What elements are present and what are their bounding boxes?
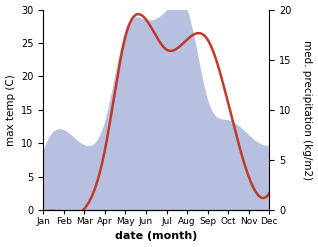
Y-axis label: max temp (C): max temp (C) (5, 74, 16, 146)
X-axis label: date (month): date (month) (115, 231, 197, 242)
Y-axis label: med. precipitation (kg/m2): med. precipitation (kg/m2) (302, 40, 313, 180)
